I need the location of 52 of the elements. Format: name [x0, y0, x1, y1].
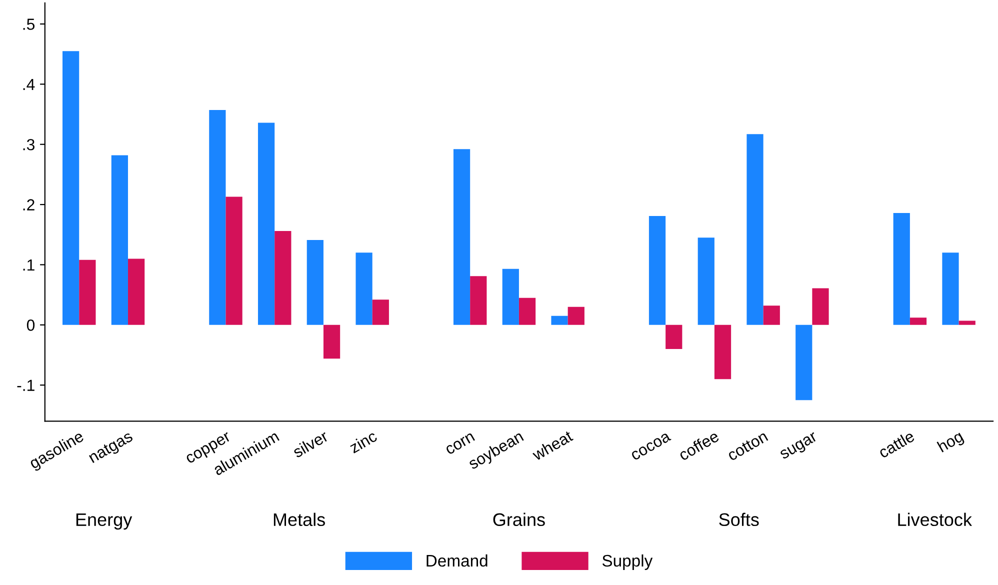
bar [958, 320, 976, 325]
bar [258, 122, 275, 325]
bar [79, 260, 96, 325]
x-tick-label: cotton [726, 431, 768, 462]
y-tick-label: -.1 [17, 380, 34, 391]
x-tick-label: cocoa [630, 432, 672, 461]
bar [648, 216, 666, 325]
bar [666, 324, 682, 349]
bar [796, 324, 812, 400]
bar [812, 288, 829, 325]
bar [470, 276, 487, 325]
y-tick-label: .1 [23, 260, 34, 271]
text: Metals [274, 512, 325, 526]
x-tick-label: cattle [877, 430, 916, 458]
bar [698, 238, 714, 325]
text: Softs [719, 512, 759, 526]
bar [551, 316, 568, 325]
bar [518, 298, 536, 325]
bar [356, 252, 372, 325]
bar [746, 134, 764, 325]
legend-label: Demand [426, 554, 488, 567]
bar [323, 324, 340, 359]
bar [568, 306, 584, 325]
text: Grains [493, 512, 545, 526]
bar [893, 212, 910, 325]
bar [226, 196, 242, 325]
x-tick-label: coffee [678, 430, 720, 461]
legend-label: Supply [602, 554, 653, 570]
bar [453, 149, 470, 325]
y-tick-label: .3 [23, 138, 34, 150]
bar [910, 318, 927, 325]
bar [128, 258, 145, 325]
text: Energy [76, 513, 132, 530]
bar [502, 268, 519, 325]
x-tick-label: sugar [779, 432, 820, 462]
bar [714, 324, 732, 380]
y-tick-label: .4 [23, 78, 35, 90]
text: Livestock [898, 512, 972, 526]
bar [209, 110, 226, 325]
x-tick-label: zinc [348, 430, 378, 454]
y-tick-label: .2 [23, 199, 34, 210]
y-tick-label: .5 [23, 18, 35, 30]
bar [372, 300, 389, 325]
bar [274, 231, 292, 325]
bar [942, 252, 959, 325]
bar [111, 155, 128, 325]
y-tick-label: 0 [26, 320, 35, 331]
x-tick-label: silver [292, 430, 330, 458]
bar [763, 306, 780, 325]
bar [306, 240, 324, 325]
x-tick-label: hog [936, 430, 966, 456]
bar [62, 51, 80, 325]
